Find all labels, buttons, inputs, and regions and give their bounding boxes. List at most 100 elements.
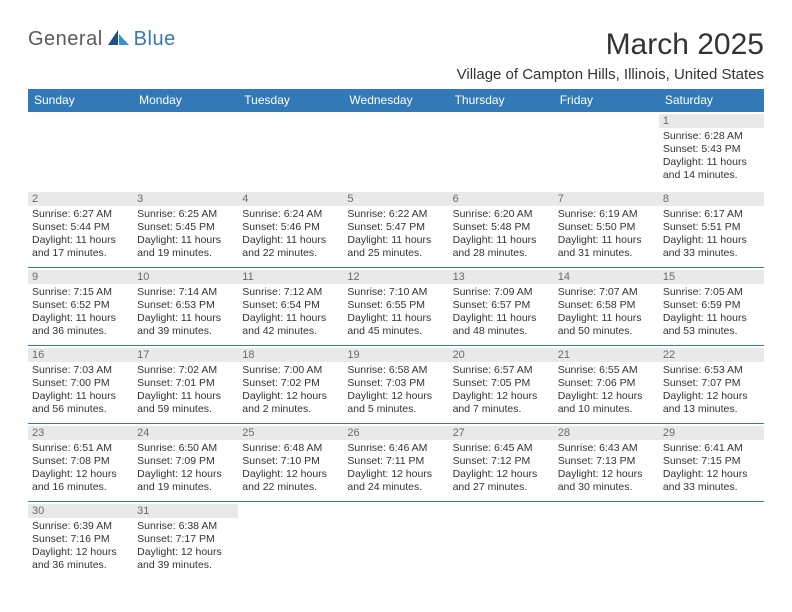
day-cell: 27Sunrise: 6:45 AMSunset: 7:12 PMDayligh…	[449, 424, 554, 502]
daylight-text: Daylight: 11 hours	[137, 312, 234, 325]
day-number: 1	[659, 114, 764, 128]
sunset-text: Sunset: 6:53 PM	[137, 299, 234, 312]
day-cell	[238, 502, 343, 580]
daylight-text: and 22 minutes.	[242, 481, 339, 494]
sunset-text: Sunset: 6:52 PM	[32, 299, 129, 312]
day-number: 21	[554, 348, 659, 362]
day-number: 15	[659, 270, 764, 284]
sunrise-text: Sunrise: 6:48 AM	[242, 442, 339, 455]
day-cell	[238, 112, 343, 190]
week-row: 1 Sunrise: 6:28 AMSunset: 5:43 PMDaylight…	[28, 112, 764, 190]
week-row: 2Sunrise: 6:27 AMSunset: 5:44 PMDaylight…	[28, 190, 764, 268]
day-cell: 19Sunrise: 6:58 AMSunset: 7:03 PMDayligh…	[343, 346, 448, 424]
day-cell: 12Sunrise: 7:10 AMSunset: 6:55 PMDayligh…	[343, 268, 448, 346]
daylight-text: and 22 minutes.	[242, 247, 339, 260]
day-number: 24	[133, 426, 238, 440]
sunrise-text: Sunrise: 6:22 AM	[347, 208, 444, 221]
dow-monday: Monday	[133, 89, 238, 112]
day-cell: 6Sunrise: 6:20 AMSunset: 5:48 PMDaylight…	[449, 190, 554, 268]
sunset-text: Sunset: 6:54 PM	[242, 299, 339, 312]
daylight-text: Daylight: 12 hours	[663, 468, 760, 481]
sunset-text: Sunset: 5:50 PM	[558, 221, 655, 234]
day-cell	[343, 502, 448, 580]
sunset-text: Sunset: 5:45 PM	[137, 221, 234, 234]
daylight-text: Daylight: 11 hours	[242, 234, 339, 247]
day-number: 20	[449, 348, 554, 362]
daylight-text: and 36 minutes.	[32, 559, 129, 572]
daylight-text: Daylight: 12 hours	[558, 390, 655, 403]
day-number: 3	[133, 192, 238, 206]
sunrise-text: Sunrise: 7:00 AM	[242, 364, 339, 377]
sunrise-text: Sunrise: 6:58 AM	[347, 364, 444, 377]
day-cell: 1 Sunrise: 6:28 AMSunset: 5:43 PMDaylight…	[659, 112, 764, 190]
dow-sunday: Sunday	[28, 89, 133, 112]
day-cell: 3Sunrise: 6:25 AMSunset: 5:45 PMDaylight…	[133, 190, 238, 268]
sunset-text: Sunset: 7:00 PM	[32, 377, 129, 390]
day-number: 25	[238, 426, 343, 440]
daylight-text: and 7 minutes.	[453, 403, 550, 416]
daylight-text: and 48 minutes.	[453, 325, 550, 338]
daylight-text: Daylight: 12 hours	[663, 390, 760, 403]
daylight-text: and 30 minutes.	[558, 481, 655, 494]
day-cell	[343, 112, 448, 190]
sunrise-text: Sunrise: 6:43 AM	[558, 442, 655, 455]
day-cell	[554, 112, 659, 190]
sunrise-text: Sunrise: 7:12 AM	[242, 286, 339, 299]
daylight-text: and 5 minutes.	[347, 403, 444, 416]
day-cell	[554, 502, 659, 580]
location-subtitle: Village of Campton Hills, Illinois, Unit…	[28, 66, 764, 83]
day-cell: 22Sunrise: 6:53 AMSunset: 7:07 PMDayligh…	[659, 346, 764, 424]
sunset-text: Sunset: 7:09 PM	[137, 455, 234, 468]
day-cell	[659, 502, 764, 580]
day-number: 29	[659, 426, 764, 440]
daylight-text: and 19 minutes.	[137, 481, 234, 494]
sunrise-text: Sunrise: 6:28 AM	[663, 130, 760, 143]
dow-tuesday: Tuesday	[238, 89, 343, 112]
day-cell: 20Sunrise: 6:57 AMSunset: 7:05 PMDayligh…	[449, 346, 554, 424]
day-cell: 10Sunrise: 7:14 AMSunset: 6:53 PMDayligh…	[133, 268, 238, 346]
day-number: 2	[28, 192, 133, 206]
daylight-text: Daylight: 11 hours	[663, 312, 760, 325]
day-cell: 17Sunrise: 7:02 AMSunset: 7:01 PMDayligh…	[133, 346, 238, 424]
sunrise-text: Sunrise: 6:46 AM	[347, 442, 444, 455]
sunset-text: Sunset: 7:08 PM	[32, 455, 129, 468]
day-number: 12	[343, 270, 448, 284]
sunset-text: Sunset: 5:43 PM	[663, 143, 760, 156]
sunrise-text: Sunrise: 7:07 AM	[558, 286, 655, 299]
day-cell	[449, 112, 554, 190]
daylight-text: Daylight: 11 hours	[663, 156, 760, 169]
day-cell	[449, 502, 554, 580]
day-number: 16	[28, 348, 133, 362]
day-cell: 7Sunrise: 6:19 AMSunset: 5:50 PMDaylight…	[554, 190, 659, 268]
sunrise-text: Sunrise: 7:09 AM	[453, 286, 550, 299]
sunrise-text: Sunrise: 6:45 AM	[453, 442, 550, 455]
sunrise-text: Sunrise: 7:05 AM	[663, 286, 760, 299]
day-number: 18	[238, 348, 343, 362]
daylight-text: Daylight: 12 hours	[242, 468, 339, 481]
brand-part2: Blue	[134, 28, 176, 51]
daylight-text: Daylight: 12 hours	[137, 468, 234, 481]
sunset-text: Sunset: 7:11 PM	[347, 455, 444, 468]
sunset-text: Sunset: 5:47 PM	[347, 221, 444, 234]
daylight-text: and 27 minutes.	[453, 481, 550, 494]
day-cell: 28Sunrise: 6:43 AMSunset: 7:13 PMDayligh…	[554, 424, 659, 502]
sunset-text: Sunset: 7:13 PM	[558, 455, 655, 468]
daylight-text: Daylight: 11 hours	[242, 312, 339, 325]
sunset-text: Sunset: 7:15 PM	[663, 455, 760, 468]
sunrise-text: Sunrise: 6:19 AM	[558, 208, 655, 221]
sunset-text: Sunset: 7:01 PM	[137, 377, 234, 390]
sunrise-text: Sunrise: 7:03 AM	[32, 364, 129, 377]
sunrise-text: Sunrise: 6:39 AM	[32, 520, 129, 533]
daylight-text: Daylight: 11 hours	[558, 312, 655, 325]
sunset-text: Sunset: 7:02 PM	[242, 377, 339, 390]
week-row: 23Sunrise: 6:51 AMSunset: 7:08 PMDayligh…	[28, 424, 764, 502]
day-cell: 29 Sunrise: 6:41 AMSunset: 7:15 PMDayligh…	[659, 424, 764, 502]
sunrise-text: Sunrise: 6:55 AM	[558, 364, 655, 377]
sunrise-text: Sunrise: 7:02 AM	[137, 364, 234, 377]
daylight-text: and 16 minutes.	[32, 481, 129, 494]
day-number: 30	[28, 504, 133, 518]
sunrise-text: Sunrise: 6:41 AM	[663, 442, 760, 455]
sunrise-text: Sunrise: 7:14 AM	[137, 286, 234, 299]
sunrise-text: Sunrise: 6:17 AM	[663, 208, 760, 221]
sunset-text: Sunset: 5:44 PM	[32, 221, 129, 234]
